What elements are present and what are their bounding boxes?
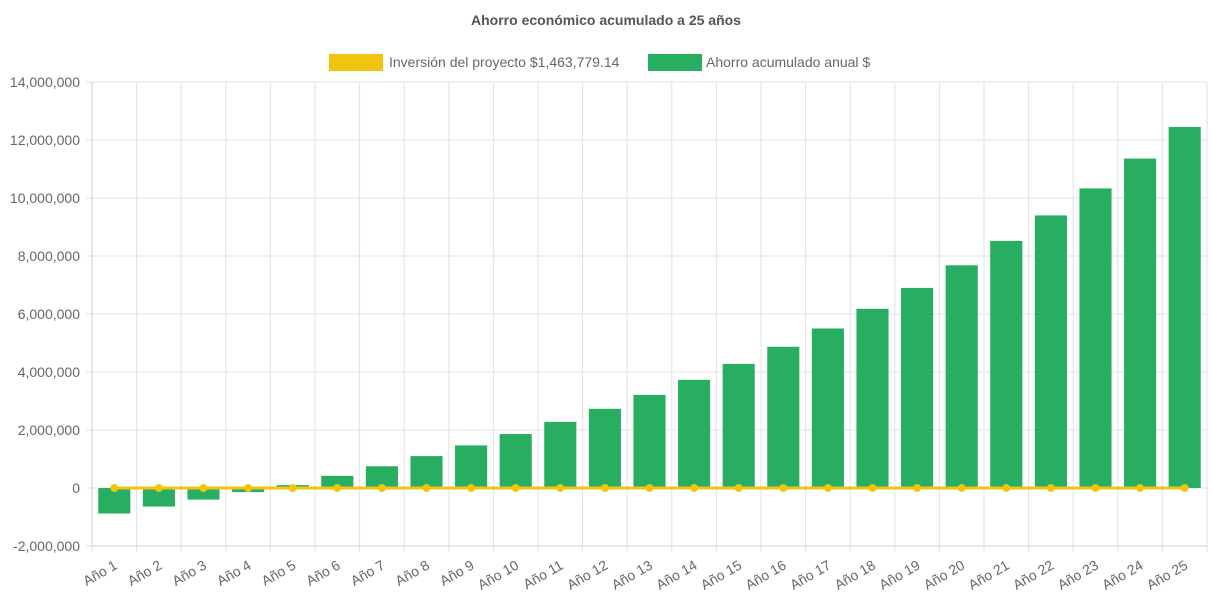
bar-savings[interactable] (142, 488, 175, 507)
point-investment[interactable] (1046, 484, 1055, 492)
point-investment[interactable] (913, 484, 922, 492)
bar-savings[interactable] (1168, 126, 1201, 488)
y-tick-label: -2,000,000 (13, 538, 80, 554)
x-tick-label: Año 6 (303, 557, 343, 589)
bar-series (98, 126, 1201, 514)
legend: Inversión del proyecto $1,463,779.14 Aho… (329, 54, 870, 71)
point-investment[interactable] (690, 484, 699, 492)
legend-label-savings: Ahorro acumulado anual $ (706, 54, 870, 70)
point-investment[interactable] (779, 484, 788, 492)
line-series (110, 484, 1189, 492)
bar-savings[interactable] (856, 308, 889, 488)
x-tick-label: Año 20 (921, 557, 968, 593)
point-investment[interactable] (645, 484, 654, 492)
bar-savings[interactable] (410, 456, 443, 488)
x-tick-label: Año 11 (520, 557, 566, 593)
y-tick-label: 4,000,000 (18, 364, 80, 380)
x-tick-label: Año 14 (653, 557, 700, 593)
y-tick-label: 6,000,000 (18, 306, 80, 322)
chart-title: Ahorro económico acumulado a 25 años (471, 12, 741, 28)
point-investment[interactable] (244, 484, 253, 492)
x-tick-label: Año 19 (876, 557, 923, 593)
point-investment[interactable] (1180, 484, 1189, 492)
bar-savings[interactable] (633, 394, 666, 488)
bar-savings[interactable] (767, 346, 800, 488)
x-tick-label: Año 8 (392, 557, 432, 589)
y-tick-label: 2,000,000 (18, 422, 80, 438)
x-tick-label: Año 17 (787, 557, 834, 593)
x-tick-label: Año 15 (698, 557, 745, 593)
point-investment[interactable] (511, 484, 520, 492)
x-tick-label: Año 1 (80, 557, 120, 589)
point-investment[interactable] (467, 484, 476, 492)
bar-savings[interactable] (811, 328, 844, 489)
x-axis-ticks: Año 1 Año 2 Año 3 Año 4 Año 5 Año 6 Año 7 Año 8… (80, 557, 1190, 593)
y-tick-label: 8,000,000 (18, 248, 80, 264)
y-axis-ticks: 14,000,000 12,000,000 10,000,000 8,000,000 6… (10, 74, 80, 554)
legend-swatch-investment (329, 54, 383, 71)
point-investment[interactable] (154, 484, 163, 492)
x-tick-label: Año 25 (1144, 557, 1191, 593)
bar-savings[interactable] (98, 488, 131, 514)
x-tick-label: Año 13 (609, 557, 656, 593)
x-tick-label: Año 16 (742, 557, 789, 593)
legend-item-investment[interactable]: Inversión del proyecto $1,463,779.14 (329, 54, 620, 71)
point-investment[interactable] (556, 484, 565, 492)
x-tick-label: Año 21 (965, 557, 1012, 593)
x-tick-label: Año 3 (169, 557, 209, 589)
point-investment[interactable] (957, 484, 966, 492)
y-tick-label: 10,000,000 (10, 190, 80, 206)
x-tick-label: Año 10 (475, 557, 522, 593)
point-investment[interactable] (110, 484, 119, 492)
point-investment[interactable] (734, 484, 743, 492)
point-investment[interactable] (333, 484, 342, 492)
x-tick-label: Año 5 (259, 557, 299, 589)
bar-savings[interactable] (722, 363, 755, 488)
x-tick-label: Año 9 (437, 557, 477, 589)
y-tick-label: 14,000,000 (10, 74, 80, 90)
bar-savings[interactable] (945, 265, 978, 488)
point-investment[interactable] (600, 484, 609, 492)
bar-savings[interactable] (901, 287, 934, 488)
bar-savings[interactable] (678, 379, 711, 488)
bar-savings[interactable] (588, 408, 621, 488)
bar-savings[interactable] (1079, 188, 1112, 488)
legend-swatch-savings (648, 54, 702, 71)
x-tick-label: Año 23 (1055, 557, 1102, 593)
point-investment[interactable] (288, 484, 297, 492)
x-tick-label: Año 2 (125, 557, 165, 589)
x-tick-label: Año 4 (214, 557, 254, 589)
x-tick-label: Año 22 (1010, 557, 1057, 593)
point-investment[interactable] (199, 484, 208, 492)
x-tick-label: Año 12 (564, 557, 611, 593)
point-investment[interactable] (823, 484, 832, 492)
bar-savings[interactable] (1034, 215, 1067, 488)
point-investment[interactable] (868, 484, 877, 492)
point-investment[interactable] (377, 484, 386, 492)
y-tick-label: 12,000,000 (10, 132, 80, 148)
point-investment[interactable] (1136, 484, 1145, 492)
point-investment[interactable] (1091, 484, 1100, 492)
legend-item-savings[interactable]: Ahorro acumulado anual $ (648, 54, 870, 71)
x-tick-label: Año 24 (1099, 557, 1146, 593)
bar-savings[interactable] (365, 466, 398, 488)
bar-savings[interactable] (455, 445, 488, 488)
bar-savings[interactable] (1124, 158, 1157, 488)
bar-savings[interactable] (321, 475, 354, 488)
grid (86, 81, 1208, 552)
legend-label-investment: Inversión del proyecto $1,463,779.14 (389, 54, 620, 70)
bar-savings[interactable] (990, 240, 1023, 488)
bar-savings[interactable] (544, 421, 577, 488)
x-tick-label: Año 18 (832, 557, 879, 593)
x-tick-label: Año 7 (348, 557, 388, 589)
point-investment[interactable] (422, 484, 431, 492)
bar-savings[interactable] (187, 488, 220, 500)
bar-savings[interactable] (499, 434, 532, 488)
y-tick-label: 0 (72, 480, 80, 496)
point-investment[interactable] (1002, 484, 1011, 492)
